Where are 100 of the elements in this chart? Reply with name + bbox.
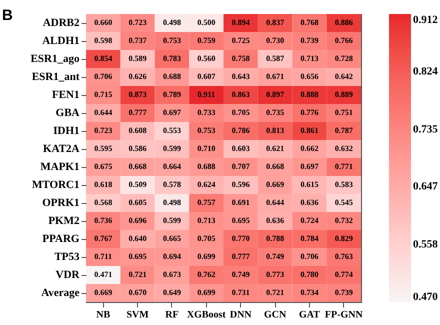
data-label: 0.787 xyxy=(334,126,353,135)
data-label: 0.789 xyxy=(162,90,181,99)
data-label: 0.776 xyxy=(300,108,318,117)
data-label: 0.595 xyxy=(94,144,112,153)
data-label: 0.560 xyxy=(197,54,216,63)
data-label: 0.723 xyxy=(128,18,147,27)
data-label: 0.758 xyxy=(232,54,250,63)
y-tick-label: ALDH1 xyxy=(42,35,80,47)
data-label: 0.699 xyxy=(197,288,216,297)
data-label: 0.786 xyxy=(232,126,250,135)
data-label: 0.649 xyxy=(162,288,181,297)
data-label: 0.711 xyxy=(94,252,112,261)
y-tick-label: ESR1_ant xyxy=(32,71,80,83)
data-label: 0.728 xyxy=(334,54,353,63)
data-label: 0.668 xyxy=(128,162,147,171)
data-label: 0.894 xyxy=(232,18,250,27)
data-label: 0.897 xyxy=(266,90,284,99)
data-label: 0.589 xyxy=(128,54,147,63)
data-label: 0.673 xyxy=(162,270,181,279)
data-label: 0.498 xyxy=(162,18,181,27)
data-label: 0.888 xyxy=(300,90,318,99)
color-bar-label: 0.912 xyxy=(413,14,438,26)
data-label: 0.599 xyxy=(162,144,181,153)
data-label: 0.694 xyxy=(162,252,181,261)
y-tick-label: FEN1 xyxy=(52,89,80,101)
data-label: 0.763 xyxy=(334,252,353,261)
data-label: 0.621 xyxy=(266,144,284,153)
data-label: 0.706 xyxy=(94,72,112,81)
data-label: 0.599 xyxy=(162,216,181,225)
data-label: 0.632 xyxy=(334,144,353,153)
data-label: 0.873 xyxy=(128,90,147,99)
color-bar-label: 0.470 xyxy=(413,291,438,303)
data-label: 0.596 xyxy=(232,180,250,189)
data-label: 0.813 xyxy=(266,126,284,135)
data-label: 0.759 xyxy=(197,36,216,45)
data-label: 0.724 xyxy=(300,216,318,225)
data-label: 0.691 xyxy=(232,198,250,207)
data-label: 0.642 xyxy=(334,72,353,81)
data-label: 0.854 xyxy=(94,54,112,63)
data-label: 0.739 xyxy=(300,36,318,45)
data-label: 0.664 xyxy=(162,162,181,171)
data-label: 0.829 xyxy=(334,234,353,243)
data-label: 0.773 xyxy=(266,270,284,279)
data-label: 0.737 xyxy=(128,36,147,45)
data-label: 0.662 xyxy=(300,144,318,153)
y-tick-label: GBA xyxy=(56,107,80,119)
data-label: 0.762 xyxy=(197,270,216,279)
data-label: 0.640 xyxy=(128,234,147,243)
data-label: 0.837 xyxy=(266,18,284,27)
color-bar-label: 0.735 xyxy=(413,123,438,136)
data-label: 0.707 xyxy=(232,162,250,171)
data-label: 0.767 xyxy=(94,234,112,243)
data-label: 0.603 xyxy=(232,144,250,153)
data-label: 0.777 xyxy=(232,252,250,261)
data-label: 0.751 xyxy=(334,108,353,117)
data-label: 0.500 xyxy=(197,18,216,27)
data-label: 0.636 xyxy=(266,216,284,225)
data-label: 0.715 xyxy=(94,90,112,99)
data-label: 0.723 xyxy=(94,126,112,135)
color-bar-label: 0.558 xyxy=(413,238,438,251)
data-label: 0.721 xyxy=(128,270,147,279)
data-label: 0.732 xyxy=(334,216,353,225)
data-label: 0.780 xyxy=(300,270,318,279)
y-tick-label: OPRK1 xyxy=(42,197,80,209)
y-tick-label: IDH1 xyxy=(53,125,80,137)
data-label: 0.713 xyxy=(197,216,216,225)
data-label: 0.660 xyxy=(94,18,112,27)
data-label: 0.749 xyxy=(266,252,284,261)
data-label: 0.643 xyxy=(232,72,250,81)
y-tick-label: MAPK1 xyxy=(40,161,80,173)
data-label: 0.624 xyxy=(197,180,216,189)
data-label: 0.586 xyxy=(128,144,147,153)
data-label: 0.675 xyxy=(94,162,112,171)
y-tick-label: ESR1_ago xyxy=(30,53,80,65)
data-label: 0.578 xyxy=(162,180,181,189)
y-tick-label: MTORC1 xyxy=(32,179,80,191)
data-label: 0.471 xyxy=(94,270,112,279)
data-label: 0.713 xyxy=(300,54,318,63)
x-tick-label: GCN xyxy=(264,310,287,320)
data-label: 0.861 xyxy=(300,126,318,135)
y-tick-label: Average xyxy=(41,287,80,299)
data-label: 0.636 xyxy=(300,198,318,207)
data-label: 0.669 xyxy=(94,288,112,297)
data-label: 0.736 xyxy=(94,216,112,225)
y-tick-label: KAT2A xyxy=(43,143,80,155)
data-label: 0.656 xyxy=(300,72,318,81)
data-label: 0.553 xyxy=(162,126,181,135)
data-label: 0.886 xyxy=(334,18,353,27)
data-label: 0.696 xyxy=(128,216,147,225)
y-tick-label: PPARG xyxy=(42,233,80,245)
y-tick-label: ADRB2 xyxy=(42,17,80,29)
data-label: 0.688 xyxy=(162,72,181,81)
x-tick-label: FP-GNN xyxy=(324,310,364,320)
text: B xyxy=(2,7,13,24)
x-tick-label: DNN xyxy=(230,310,252,320)
data-label: 0.699 xyxy=(197,252,216,261)
data-label: 0.777 xyxy=(128,108,147,117)
data-label: 0.605 xyxy=(128,198,147,207)
data-label: 0.670 xyxy=(128,288,147,297)
y-tick-label: TP53 xyxy=(54,251,80,263)
